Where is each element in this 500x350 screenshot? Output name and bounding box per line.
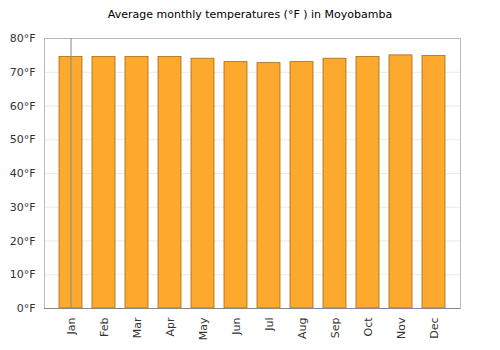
svg-text:Feb: Feb bbox=[98, 317, 111, 336]
svg-text:70°F: 70°F bbox=[10, 66, 36, 79]
svg-text:Oct: Oct bbox=[362, 317, 375, 337]
svg-text:May: May bbox=[197, 317, 210, 340]
svg-text:Nov: Nov bbox=[395, 317, 408, 339]
svg-text:50°F: 50°F bbox=[10, 133, 36, 146]
svg-text:Dec: Dec bbox=[428, 318, 441, 339]
svg-text:Apr: Apr bbox=[164, 317, 177, 337]
svg-text:Jun: Jun bbox=[230, 317, 243, 335]
svg-text:0°F: 0°F bbox=[17, 302, 36, 315]
svg-text:Sep: Sep bbox=[329, 317, 342, 338]
html-text:Average monthly temperatures (: Average monthly temperatures (°F ) in Mo… bbox=[107, 8, 393, 21]
svg-text:Jul: Jul bbox=[263, 318, 276, 332]
svg-text:10°F: 10°F bbox=[10, 268, 36, 281]
svg-text:20°F: 20°F bbox=[10, 235, 36, 248]
svg-text:Aug: Aug bbox=[296, 318, 309, 339]
svg-text:80°F: 80°F bbox=[10, 32, 36, 45]
svg-text:30°F: 30°F bbox=[10, 201, 36, 214]
svg-text:Jan: Jan bbox=[65, 317, 78, 335]
svg-text:Mar: Mar bbox=[131, 317, 144, 338]
svg-text:60°F: 60°F bbox=[10, 100, 36, 113]
svg-text:40°F: 40°F bbox=[10, 167, 36, 180]
